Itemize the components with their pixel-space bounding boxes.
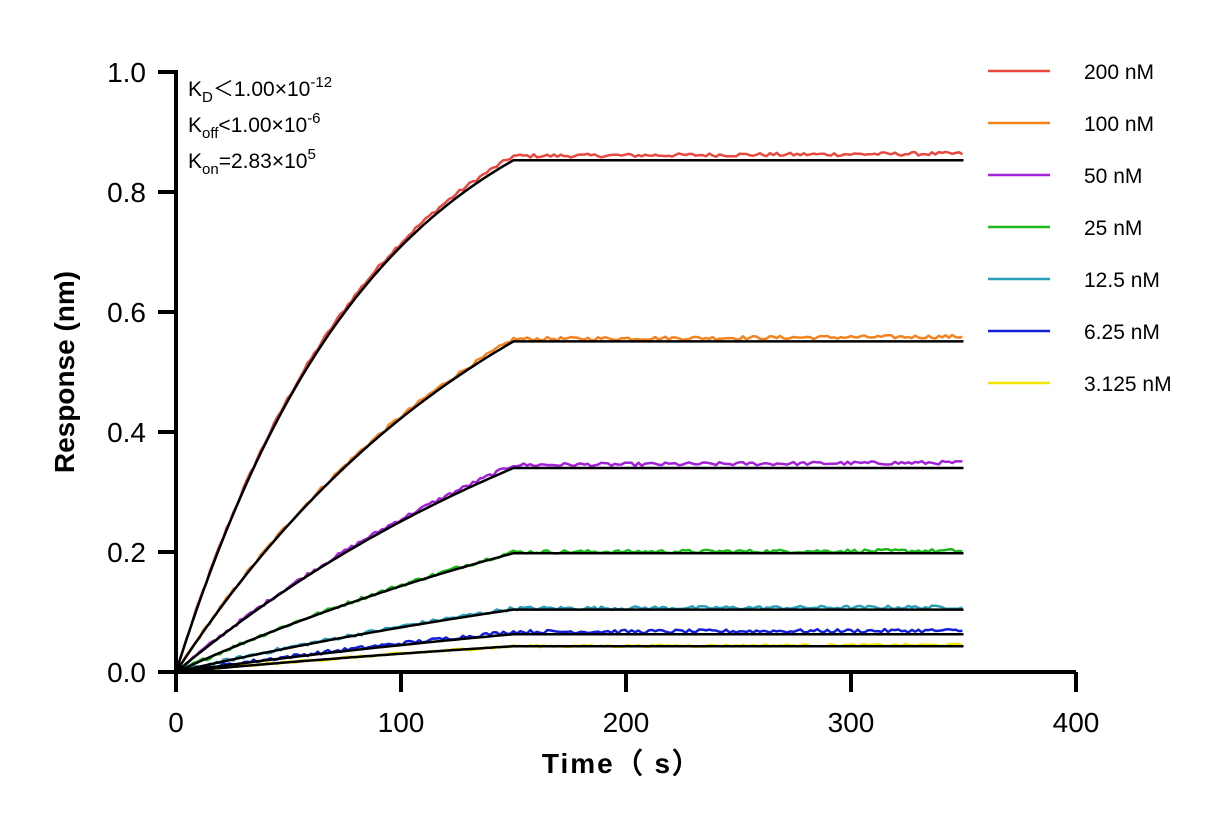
y-tick-label: 1.0: [107, 57, 146, 88]
kinetic-constants: KD＜1.00×10-12 Koff<1.00×10-6 Kon=2.83×10…: [188, 74, 332, 178]
x-axis-title: Time（ s）: [542, 747, 702, 779]
fit-curve: [175, 632, 964, 674]
fit-curve: [175, 608, 964, 674]
y-tick-label: 0.6: [107, 297, 146, 328]
legend: 200 nM 100 nM 50 nM 25 nM 12.5 nM 6.25 nM 3.12…: [988, 61, 1172, 396]
y-tick-label: 0.8: [107, 177, 146, 208]
fit-curve: [175, 644, 964, 674]
y-axis-title: Response (nm): [49, 271, 80, 473]
x-tick-label: 200: [603, 707, 650, 738]
plot-area: [174, 150, 964, 674]
y-tick-label: 0.2: [107, 537, 146, 568]
fit-curve: [174, 158, 964, 673]
fit-curve: [174, 340, 964, 673]
x-tick-label: 300: [828, 707, 875, 738]
legend-label: 50 nM: [1084, 165, 1142, 188]
x-tick-label: 400: [1053, 707, 1100, 738]
legend-label: 3.125 nM: [1084, 373, 1172, 396]
legend-label: 25 nM: [1084, 217, 1142, 240]
measured-curve: [175, 459, 963, 673]
fit-curve: [175, 551, 964, 674]
legend-label: 12.5 nM: [1084, 269, 1160, 292]
legend-label: 6.25 nM: [1084, 321, 1160, 344]
y-tick-label: 0.0: [107, 657, 146, 688]
legend-label: 200 nM: [1084, 61, 1154, 84]
x-tick-label: 0: [168, 707, 184, 738]
kd-annotation: KD＜1.00×10-12: [188, 74, 332, 106]
y-tick-label: 0.4: [107, 417, 146, 448]
x-tick-label: 100: [378, 707, 425, 738]
legend-label: 100 nM: [1084, 113, 1154, 136]
axes: 0 100 200 300 400 0.0 0.2 0.4 0.6 0.8 1.0: [107, 57, 1099, 738]
koff-annotation: Koff<1.00×10-6: [188, 110, 321, 142]
measured-curve: [174, 150, 964, 673]
fit-curve: [175, 466, 964, 673]
kon-annotation: Kon=2.83×105: [188, 146, 316, 178]
